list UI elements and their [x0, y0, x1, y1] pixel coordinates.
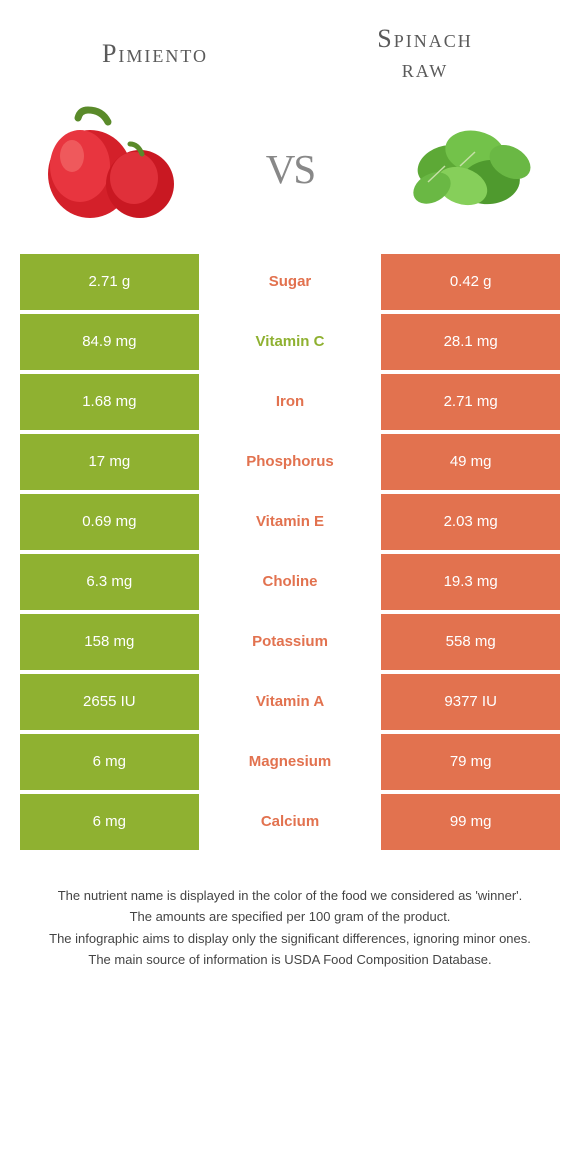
- left-value: 6.3 mg: [20, 554, 199, 610]
- food-right-line2: raw: [402, 54, 449, 83]
- left-value: 1.68 mg: [20, 374, 199, 430]
- right-value: 2.71 mg: [381, 374, 560, 430]
- left-value: 0.69 mg: [20, 494, 199, 550]
- right-value: 19.3 mg: [381, 554, 560, 610]
- nutrient-row: 6.3 mgCholine19.3 mg: [20, 554, 560, 610]
- nutrient-label: Potassium: [203, 614, 378, 670]
- left-value: 6 mg: [20, 794, 199, 850]
- footnote-line: The main source of information is USDA F…: [30, 950, 550, 970]
- nutrient-label: Phosphorus: [203, 434, 378, 490]
- food-right-title: Spinach raw: [304, 24, 547, 84]
- food-right-line1: Spinach: [377, 24, 472, 53]
- right-value: 49 mg: [381, 434, 560, 490]
- right-value: 28.1 mg: [381, 314, 560, 370]
- nutrient-label: Sugar: [203, 254, 378, 310]
- images-row: vs: [0, 94, 580, 254]
- footnote-line: The nutrient name is displayed in the co…: [30, 886, 550, 906]
- nutrient-row: 2.71 gSugar0.42 g: [20, 254, 560, 310]
- nutrient-label: Calcium: [203, 794, 378, 850]
- nutrient-row: 1.68 mgIron2.71 mg: [20, 374, 560, 430]
- food-left-title: Pimiento: [34, 39, 277, 69]
- right-value: 2.03 mg: [381, 494, 560, 550]
- left-value: 2655 IU: [20, 674, 199, 730]
- spinach-image: [390, 104, 550, 224]
- left-value: 2.71 g: [20, 254, 199, 310]
- footnotes: The nutrient name is displayed in the co…: [30, 886, 550, 970]
- nutrient-label: Vitamin E: [203, 494, 378, 550]
- nutrient-row: 17 mgPhosphorus49 mg: [20, 434, 560, 490]
- left-value: 17 mg: [20, 434, 199, 490]
- right-value: 0.42 g: [381, 254, 560, 310]
- nutrient-label: Vitamin C: [203, 314, 378, 370]
- left-value: 84.9 mg: [20, 314, 199, 370]
- nutrient-row: 2655 IUVitamin A9377 IU: [20, 674, 560, 730]
- nutrient-label: Magnesium: [203, 734, 378, 790]
- right-value: 558 mg: [381, 614, 560, 670]
- nutrient-row: 0.69 mgVitamin E2.03 mg: [20, 494, 560, 550]
- left-value: 6 mg: [20, 734, 199, 790]
- nutrient-label: Vitamin A: [203, 674, 378, 730]
- footnote-line: The infographic aims to display only the…: [30, 929, 550, 949]
- nutrient-row: 158 mgPotassium558 mg: [20, 614, 560, 670]
- right-value: 79 mg: [381, 734, 560, 790]
- nutrient-row: 6 mgMagnesium79 mg: [20, 734, 560, 790]
- pimiento-image: [30, 104, 190, 224]
- right-value: 99 mg: [381, 794, 560, 850]
- nutrient-row: 6 mgCalcium99 mg: [20, 794, 560, 850]
- left-value: 158 mg: [20, 614, 199, 670]
- nutrient-table: 2.71 gSugar0.42 g84.9 mgVitamin C28.1 mg…: [20, 254, 560, 850]
- vs-label: vs: [266, 130, 314, 197]
- right-value: 9377 IU: [381, 674, 560, 730]
- footnote-line: The amounts are specified per 100 gram o…: [30, 907, 550, 927]
- nutrient-label: Choline: [203, 554, 378, 610]
- nutrient-row: 84.9 mgVitamin C28.1 mg: [20, 314, 560, 370]
- nutrient-label: Iron: [203, 374, 378, 430]
- header-row: Pimiento Spinach raw: [0, 0, 580, 94]
